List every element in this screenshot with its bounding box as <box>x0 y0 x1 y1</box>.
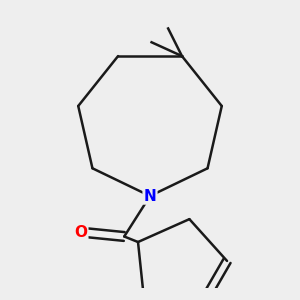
Text: O: O <box>74 225 87 240</box>
Text: N: N <box>144 188 156 203</box>
